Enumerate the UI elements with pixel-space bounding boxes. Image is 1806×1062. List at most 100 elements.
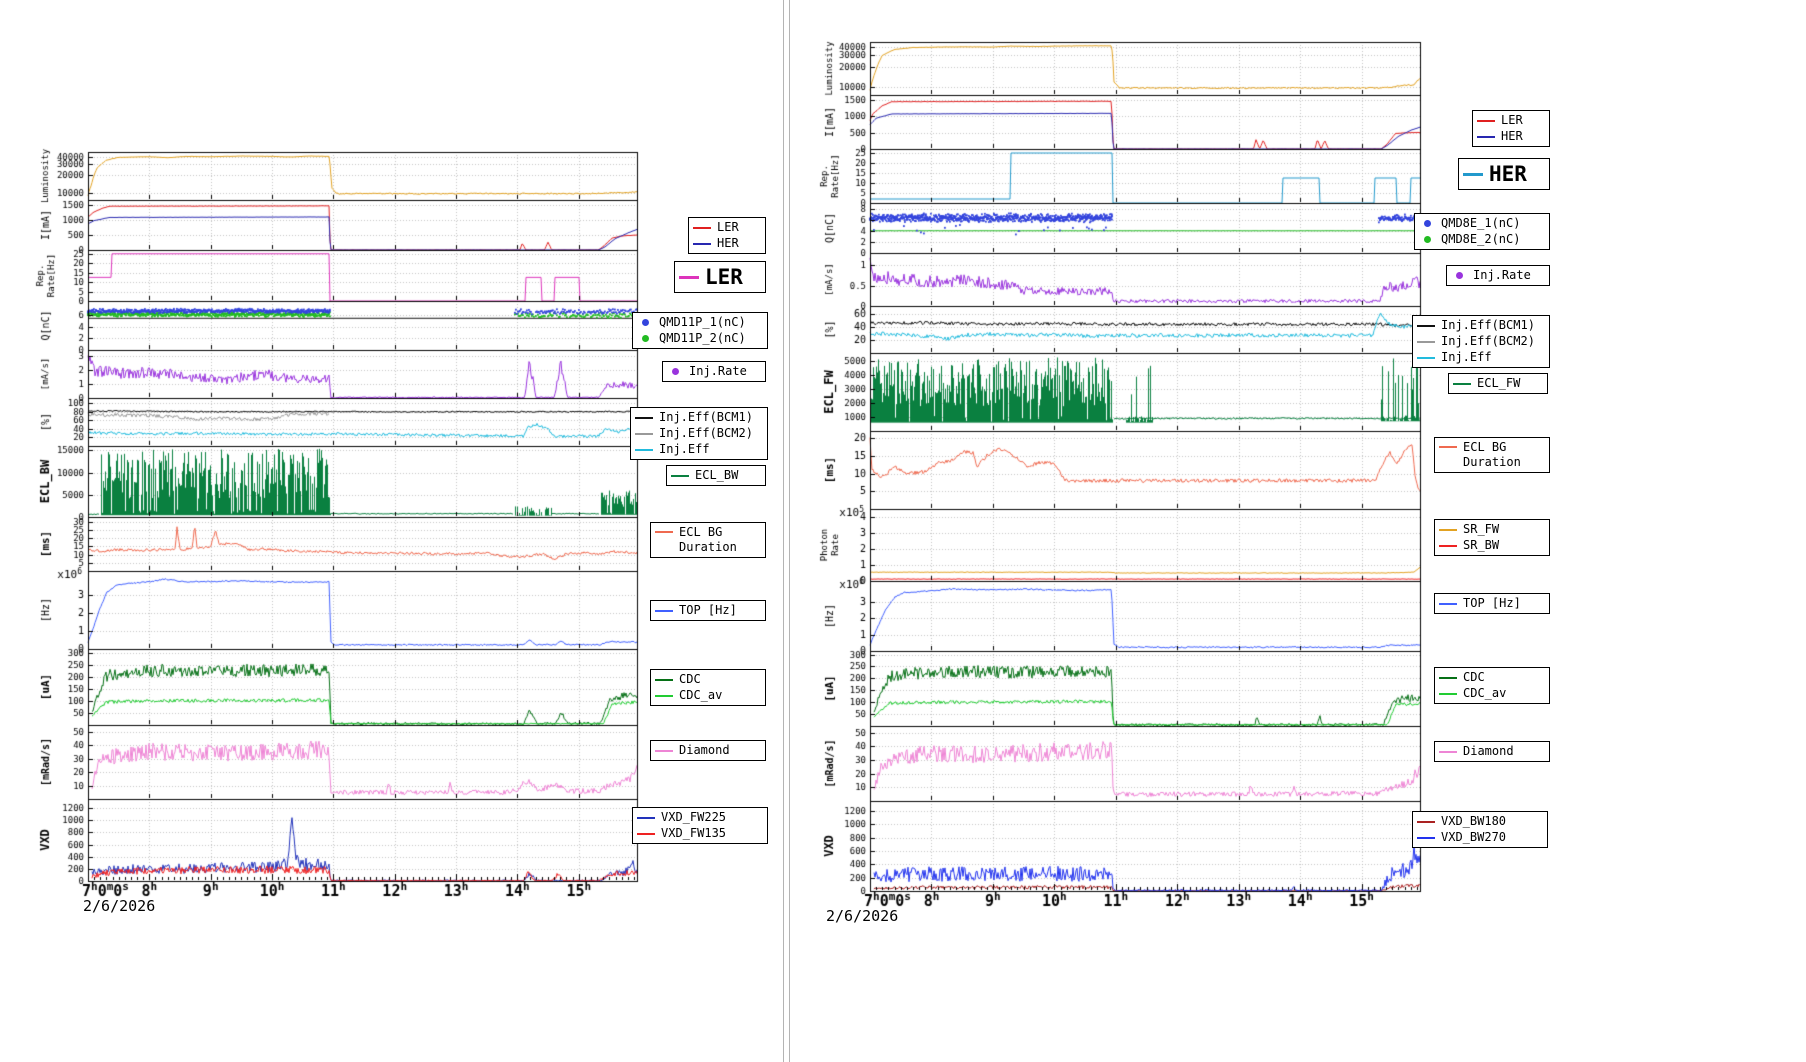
legend-item: LER xyxy=(693,220,761,235)
ler-monitor-legend-vxd: VXD_FW225 VXD_FW135 xyxy=(632,807,768,844)
legend-label: VXD_BW270 xyxy=(1441,830,1507,844)
legend-item: VXD_BW270 xyxy=(1417,830,1543,845)
legend-label-line: ECL BG xyxy=(1463,440,1507,454)
legend-item: TOP [Hz] xyxy=(1439,596,1545,611)
line-sample-icon xyxy=(655,531,673,533)
legend-item: ECL BG Duration xyxy=(1439,440,1545,470)
legend-item: TOP [Hz] xyxy=(655,603,761,618)
legend-label-line: Duration xyxy=(679,540,737,554)
ler-monitor-legend-charge: QMD11P_1(nC) QMD11P_2(nC) xyxy=(632,312,768,349)
legend-label-line: ECL BG xyxy=(679,525,723,539)
line-sample-icon xyxy=(1417,324,1435,327)
her-monitor-legend-top: TOP [Hz] xyxy=(1434,593,1550,614)
legend-label: Inj.Eff xyxy=(1441,350,1492,364)
ler-monitor-legend-currents: LER HER xyxy=(688,217,766,254)
line-sample-icon xyxy=(1439,676,1457,679)
line-sample-icon xyxy=(1453,382,1471,385)
legend-label: QMD11P_2(nC) xyxy=(659,331,746,345)
ler-monitor-legend-inj-rate: Inj.Rate xyxy=(662,361,766,382)
legend-item: Inj.Eff(BCM2) xyxy=(1417,334,1545,349)
line-sample-icon xyxy=(1463,172,1483,176)
legend-item: Inj.Eff(BCM2) xyxy=(635,426,763,441)
legend-item: QMD11P_2(nC) xyxy=(637,331,763,346)
panel-divider xyxy=(789,0,790,1062)
legend-item: LER xyxy=(1477,113,1545,128)
legend-label: Inj.Rate xyxy=(689,364,747,378)
legend-label: Diamond xyxy=(1463,744,1514,758)
legend-item: VXD_FW135 xyxy=(637,826,763,841)
line-sample-icon xyxy=(655,678,673,681)
legend-label: QMD8E_1(nC) xyxy=(1441,216,1521,230)
legend-item: QMD8E_2(nC) xyxy=(1419,232,1545,247)
legend-label: Inj.Eff(BCM2) xyxy=(659,426,753,440)
legend-item: CDC xyxy=(1439,670,1545,685)
line-sample-icon xyxy=(1439,750,1457,753)
ler-monitor-legend-ecl-bg: ECL BG Duration xyxy=(650,522,766,558)
line-sample-icon xyxy=(635,432,653,435)
panel-divider xyxy=(783,0,784,1062)
legend-label: QMD8E_2(nC) xyxy=(1441,232,1521,246)
legend-label: SR_FW xyxy=(1463,522,1500,536)
legend-label: ECL_BW xyxy=(695,468,739,482)
ler-monitor-legend-ecl-bw: ECL_BW xyxy=(666,465,766,486)
legend-item: Diamond xyxy=(1439,744,1545,759)
line-sample-icon xyxy=(635,448,653,451)
line-sample-icon xyxy=(1417,820,1435,823)
legend-label: QMD11P_1(nC) xyxy=(659,315,746,329)
marker-dot-icon xyxy=(672,368,679,375)
line-sample-icon xyxy=(693,226,711,229)
legend-label: CDC xyxy=(1463,670,1485,684)
legend-label: CDC xyxy=(679,672,701,686)
her-monitor-legend-charge: QMD8E_1(nC) QMD8E_2(nC) xyxy=(1414,213,1550,250)
legend-item: CDC xyxy=(655,672,761,687)
line-sample-icon xyxy=(679,275,699,279)
legend-item: SR_FW xyxy=(1439,522,1545,537)
legend-label: HER xyxy=(1489,162,1527,186)
legend-label-line: Duration xyxy=(1463,455,1521,469)
line-sample-icon xyxy=(693,242,711,245)
legend-label: TOP [Hz] xyxy=(679,603,737,617)
legend-label: TOP [Hz] xyxy=(1463,596,1521,610)
line-sample-icon xyxy=(671,474,689,477)
line-sample-icon xyxy=(655,609,673,612)
legend-item: HER xyxy=(1463,161,1545,187)
legend-label: HER xyxy=(717,236,739,250)
her-monitor-legend-ecl-fw: ECL_FW xyxy=(1448,373,1548,394)
legend-label: ECL BG Duration xyxy=(679,525,737,555)
legend-item: Inj.Rate xyxy=(1451,268,1545,283)
her-monitor-legend-inj-eff: Inj.Eff(BCM1) Inj.Eff(BCM2) Inj.Eff xyxy=(1412,315,1550,368)
her-monitor-legend-cdc: CDC CDC_av xyxy=(1434,667,1550,704)
legend-label: Inj.Eff(BCM1) xyxy=(659,410,753,424)
ler-monitor-legend-cdc: CDC CDC_av xyxy=(650,669,766,706)
ler-monitor-legend-ring: LER xyxy=(674,261,766,293)
legend-label: CDC_av xyxy=(1463,686,1507,700)
legend-label: ECL BG Duration xyxy=(1463,440,1521,470)
legend-item: Inj.Eff(BCM1) xyxy=(1417,318,1545,333)
date-label-ler: 2/6/2026 xyxy=(83,897,156,915)
legend-item: CDC_av xyxy=(655,688,761,703)
legend-item: LER xyxy=(679,264,761,290)
line-sample-icon xyxy=(635,416,653,419)
legend-label: Inj.Eff(BCM2) xyxy=(1441,334,1535,348)
marker-dot-icon xyxy=(642,335,649,342)
legend-item: SR_BW xyxy=(1439,538,1545,553)
her-monitor-legend-diamond: Diamond xyxy=(1434,741,1550,762)
legend-label: LER xyxy=(705,265,743,289)
marker-dot-icon xyxy=(642,319,649,326)
line-sample-icon xyxy=(1477,119,1495,122)
her-monitor-legend-sr: SR_FW SR_BW xyxy=(1434,519,1550,556)
legend-item: HER xyxy=(1477,129,1545,144)
line-sample-icon xyxy=(1439,544,1457,547)
ler-monitor-legend-inj-eff: Inj.Eff(BCM1) Inj.Eff(BCM2) Inj.Eff xyxy=(630,407,768,460)
marker-dot-icon xyxy=(1424,236,1431,243)
legend-label: SR_BW xyxy=(1463,538,1500,552)
date-label-her: 2/6/2026 xyxy=(826,907,899,925)
legend-label: LER xyxy=(717,220,739,234)
ler-monitor-legend-diamond: Diamond xyxy=(650,740,766,761)
legend-item: ECL_FW xyxy=(1453,376,1543,391)
line-sample-icon xyxy=(1439,692,1457,695)
legend-item: ECL_BW xyxy=(671,468,761,483)
line-sample-icon xyxy=(655,749,673,752)
legend-item: HER xyxy=(693,236,761,251)
